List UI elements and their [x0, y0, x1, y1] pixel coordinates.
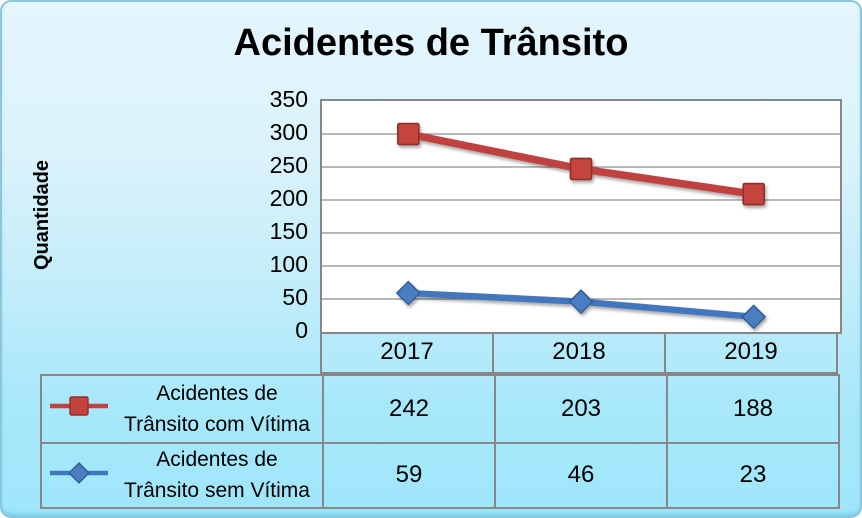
- legend-label-line1: Acidentes de: [156, 448, 278, 472]
- plot-area: [320, 99, 842, 334]
- y-tick-label-200: 200: [269, 185, 308, 211]
- category-cell-2018: 2018: [492, 332, 664, 372]
- x-category-header-row: 2017 2018 2019: [320, 332, 838, 374]
- legend-label-line1: Acidentes de: [156, 381, 278, 405]
- legend-label-sem-vitima: Acidentes de Trânsito sem Vítima: [112, 444, 322, 506]
- series-com-vitima: [397, 122, 765, 206]
- plot-svg: [322, 122, 840, 330]
- chart-title: Acidentes de Trânsito: [233, 22, 629, 64]
- legend-row-com-vitima: Acidentes de Trânsito com Vítima: [42, 376, 322, 442]
- data-cell-com-vitima-2018: 203: [494, 376, 666, 442]
- data-cell-com-vitima-2019: 188: [666, 376, 838, 442]
- series-sem-vitima-marker-2018: [568, 289, 594, 315]
- data-cell-sem-vitima-2018: 46: [494, 441, 666, 507]
- legend-key-com-vitima: [50, 396, 108, 416]
- legend-label-line2: Trânsito com Vítima: [124, 412, 310, 436]
- data-table: Acidentes de Trânsito com Vítima 242 203 …: [40, 374, 840, 509]
- series-com-vitima-marker-2019: [742, 182, 765, 206]
- y-tick-label-150: 150: [269, 218, 308, 244]
- blue-diamond-series-marker-icon: [48, 461, 112, 490]
- legend-key-square: [69, 396, 89, 416]
- y-tick-label-300: 300: [269, 119, 308, 145]
- y-tick-label-50: 50: [282, 284, 308, 310]
- data-cell-com-vitima-2017: 242: [322, 376, 494, 442]
- y-tick-label-0: 0: [295, 317, 308, 343]
- y-tick-label-350: 350: [269, 86, 308, 112]
- red-square-series-marker-icon: [48, 394, 112, 423]
- legend-key-diamond: [68, 461, 90, 484]
- series-com-vitima-marker-2018: [569, 157, 593, 181]
- category-cell-2017: 2017: [380, 338, 434, 365]
- y-tick-label-100: 100: [269, 251, 308, 277]
- series-sem-vitima-marker-2019: [741, 304, 767, 330]
- y-axis-title: Quantidade: [31, 160, 53, 271]
- legend-key-sem-vitima: [50, 461, 108, 484]
- legend-label-line2: Trânsito sem Vítima: [124, 479, 310, 503]
- category-cell-2019: 2019: [664, 332, 836, 372]
- y-tick-label-250: 250: [269, 152, 308, 178]
- data-cell-sem-vitima-2019: 23: [666, 441, 838, 507]
- legend-label-com-vitima: Acidentes de Trânsito com Vítima: [112, 378, 322, 440]
- series-sem-vitima-marker-2017: [395, 280, 421, 306]
- data-cell-sem-vitima-2017: 59: [322, 441, 494, 507]
- legend-row-sem-vitima: Acidentes de Trânsito sem Vítima: [42, 441, 322, 508]
- series-sem-vitima: [395, 280, 767, 330]
- series-com-vitima-marker-2017: [397, 122, 420, 146]
